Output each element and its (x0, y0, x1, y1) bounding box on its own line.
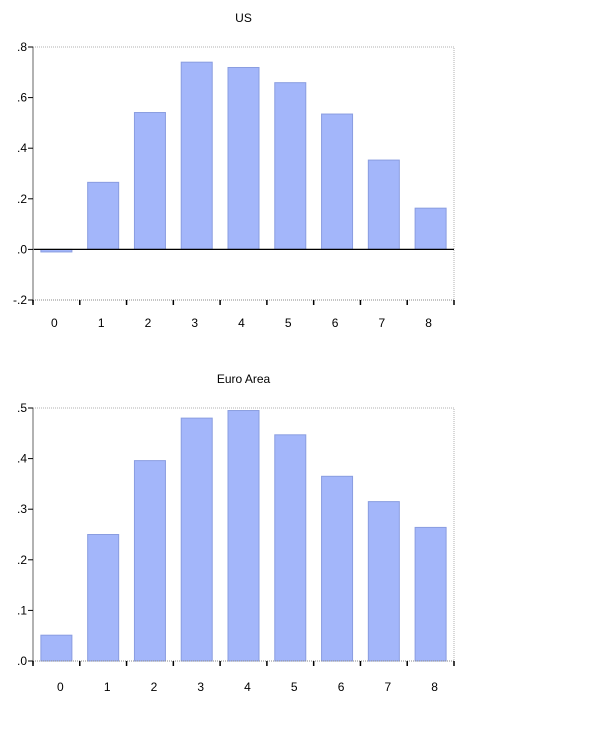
chart-title: US (235, 11, 252, 25)
bar-8 (414, 526, 447, 662)
bar-3 (180, 61, 213, 250)
x-tick-label: 2 (151, 680, 158, 694)
x-tick-label: 1 (98, 316, 105, 330)
x-tick-label: 2 (145, 316, 152, 330)
y-tick-label: .2 (17, 553, 27, 567)
y-tick-label: .8 (17, 40, 27, 54)
y-tick-label: .0 (17, 242, 27, 256)
chart-title: Euro Area (217, 372, 271, 386)
y-tick-label: .0 (17, 654, 27, 668)
bar-2 (133, 460, 166, 662)
y-tick-label: .5 (17, 401, 27, 415)
x-tick-label: 3 (197, 680, 204, 694)
x-tick-label: 5 (291, 680, 298, 694)
x-tick-label: 0 (51, 316, 58, 330)
x-tick-label: 4 (244, 680, 251, 694)
x-tick-label: 8 (431, 680, 438, 694)
x-tick-label: 5 (285, 316, 292, 330)
y-tick-label: .4 (17, 452, 27, 466)
bar-5 (274, 434, 307, 662)
x-tick-label: 6 (332, 316, 339, 330)
bar-3 (180, 417, 213, 662)
y-tick-label: .1 (17, 603, 27, 617)
y-tick-label: .3 (17, 502, 27, 516)
y-tick-label: .2 (17, 192, 27, 206)
y-tick-label: .4 (17, 141, 27, 155)
bar-7 (367, 159, 400, 250)
x-tick-label: 0 (57, 680, 64, 694)
bar-0 (40, 634, 73, 662)
bar-6 (321, 113, 354, 250)
x-tick-label: 4 (238, 316, 245, 330)
chart-panel-1: Euro Area 0 1 2 3 4 5 6 7 8 .0 .1 .2 .3 .4 .5 (17, 372, 455, 694)
y-tick-label: .6 (17, 91, 27, 105)
bar-2 (133, 112, 166, 250)
bar-5 (274, 82, 307, 250)
bar-6 (321, 475, 354, 662)
x-tick-label: 1 (104, 680, 111, 694)
bar-7 (367, 501, 400, 662)
bar-8 (414, 207, 447, 250)
y-tick-label: -.2 (13, 293, 27, 307)
x-tick-label: 6 (338, 680, 345, 694)
bar-1 (87, 534, 120, 662)
x-tick-label: 3 (191, 316, 198, 330)
x-tick-label: 8 (425, 316, 432, 330)
bar-4 (227, 66, 260, 250)
bar-4 (227, 410, 260, 662)
x-tick-label: 7 (384, 680, 391, 694)
bar-1 (87, 181, 120, 250)
chart-panel-0: US 0 1 2 3 4 5 6 7 8 -.2 .0 .2 .4 .6 .8 (13, 11, 455, 330)
x-tick-label: 7 (378, 316, 385, 330)
